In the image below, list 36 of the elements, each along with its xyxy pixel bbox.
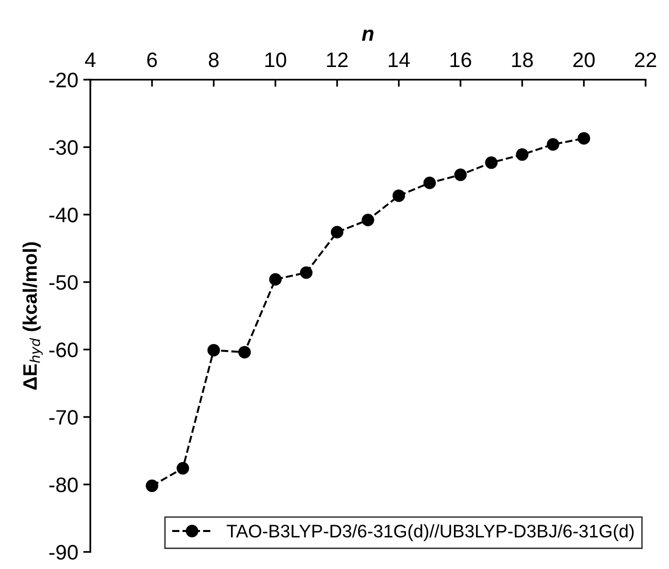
point (578, 132, 590, 145)
x-tick-label: 8 (208, 52, 219, 68)
legend-label: TAO-B3LYP-D3/6-31G(d)//UB3LYP-D3BJ/6-31G(d) (226, 524, 634, 542)
point (546, 138, 560, 151)
point (392, 189, 406, 202)
point (146, 480, 158, 492)
y-tick-label: -70 (49, 410, 78, 425)
x-tick-label: 6 (147, 52, 157, 68)
y-tick-label: -30 (49, 140, 78, 155)
y-tick-label: -50 (49, 275, 78, 290)
x-tick-label: 12 (327, 52, 348, 68)
y-tick-label: -60 (49, 342, 78, 358)
y-tick-label: -90 (49, 544, 78, 560)
point (207, 344, 220, 356)
x-tick-label: 18 (512, 52, 533, 68)
y-tick-label: -80 (49, 477, 78, 492)
point (330, 226, 344, 238)
point (269, 273, 282, 286)
y-tick-label: -40 (49, 208, 78, 222)
x-axis-title: n (362, 30, 374, 41)
x-tick-label: 16 (450, 52, 472, 68)
x-tick-label: 20 (573, 52, 595, 68)
point (516, 148, 528, 161)
point (454, 168, 467, 182)
x-tick-label: 4 (85, 52, 96, 68)
x-tick-label: 10 (265, 52, 286, 68)
point (176, 462, 190, 475)
point (300, 266, 313, 279)
y-axis-title: ΔE$_{hyd}$ (kcal/mol) (22, 242, 43, 390)
y-tick-label: -20 (49, 72, 78, 88)
x-tick-label: 14 (388, 52, 410, 68)
x-tick-label: 22 (635, 52, 656, 68)
point (423, 176, 436, 190)
point (362, 214, 374, 226)
point (238, 346, 251, 358)
point (485, 156, 498, 169)
